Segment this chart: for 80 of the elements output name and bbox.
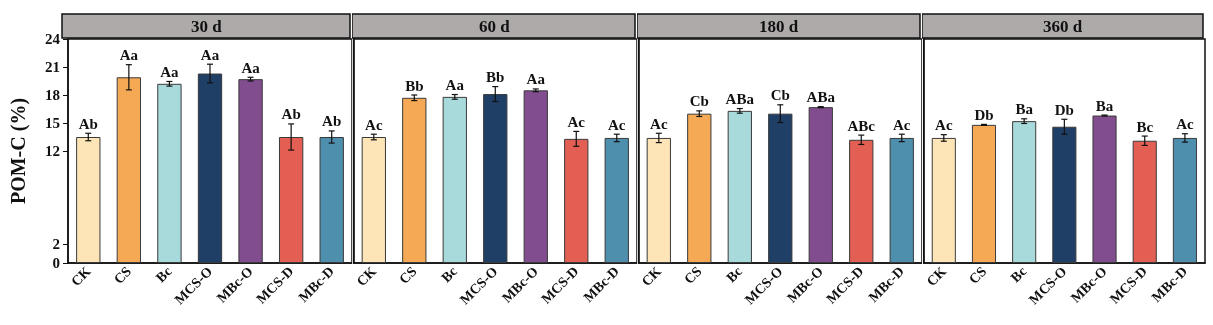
data-label: Ac <box>1176 116 1194 133</box>
data-label: Aa <box>241 59 261 76</box>
data-label: Ac <box>935 117 953 134</box>
x-tick-label: Bc <box>1007 263 1030 286</box>
data-label: Bb <box>405 77 424 94</box>
chart-title: 360 d <box>1043 16 1083 36</box>
bar <box>402 97 427 263</box>
chart-title: 180 d <box>759 16 799 36</box>
data-label: Ba <box>1095 97 1114 114</box>
data-label: Ac <box>365 116 383 133</box>
bar <box>604 137 629 263</box>
data-label: Ac <box>893 116 911 133</box>
data-label: Db <box>1054 101 1074 118</box>
bar <box>278 137 304 263</box>
bar <box>646 137 671 263</box>
x-tick-label: Bc <box>153 263 175 286</box>
x-tick-label: CS <box>966 263 990 287</box>
bar <box>319 137 344 263</box>
bar <box>361 137 386 263</box>
bar <box>442 96 467 263</box>
bar <box>1172 137 1197 263</box>
chart-title: 60 d <box>479 16 511 36</box>
bar <box>727 110 752 263</box>
bar <box>523 90 548 263</box>
chart-title: 30 d <box>191 16 223 36</box>
bar <box>768 113 793 263</box>
bar <box>157 83 182 263</box>
data-label: Ac <box>567 113 586 130</box>
bar <box>1132 140 1157 263</box>
y-tick-label: 12 <box>45 143 60 159</box>
data-label: Ac <box>650 115 668 132</box>
x-tick-label: Bc <box>723 263 746 286</box>
data-label: Ab <box>322 113 342 130</box>
x-tick-label: CK <box>68 263 94 290</box>
bar <box>808 107 833 263</box>
bar <box>931 137 956 263</box>
data-label: Ab <box>281 106 301 123</box>
x-tick-label: CS <box>681 263 705 287</box>
bar <box>1052 126 1077 263</box>
x-tick-label: CK <box>353 263 380 290</box>
x-tick-label: CK <box>638 263 665 290</box>
x-tick-label: Bc <box>438 263 461 286</box>
data-label: ABa <box>806 89 836 106</box>
data-label: Aa <box>526 71 546 88</box>
y-tick-label: 0 <box>52 255 60 271</box>
y-tick-label: 18 <box>45 87 60 103</box>
bar <box>849 139 874 263</box>
bar <box>76 137 101 263</box>
bar <box>483 94 508 263</box>
x-tick-label: CK <box>923 263 950 290</box>
bar <box>1012 121 1037 263</box>
bar <box>1092 115 1117 263</box>
bar <box>564 138 589 263</box>
data-label: Aa <box>119 47 139 64</box>
bar <box>116 77 142 263</box>
data-label: Db <box>974 106 994 123</box>
bar <box>971 124 997 263</box>
bar <box>197 73 223 263</box>
data-label: ABa <box>725 91 755 108</box>
bar <box>889 137 914 263</box>
data-label: Aa <box>160 63 180 80</box>
data-label: Ac <box>608 116 626 133</box>
data-label: Aa <box>200 46 220 63</box>
y-axis-title: POM-C (%) <box>7 97 30 205</box>
data-label: Aa <box>445 77 465 94</box>
bar <box>687 113 712 263</box>
y-tick-label: 21 <box>45 59 60 75</box>
data-label: Cb <box>689 93 709 110</box>
data-label: Ab <box>78 115 98 132</box>
x-tick-label: CS <box>396 263 420 287</box>
data-label: Cb <box>770 87 790 104</box>
data-label: Ba <box>1015 101 1034 118</box>
y-tick-label: 2 <box>52 236 60 253</box>
data-label: ABc <box>847 117 876 134</box>
y-tick-label: 15 <box>45 115 60 131</box>
x-tick-label: CS <box>110 263 135 287</box>
data-label: Bb <box>486 69 505 86</box>
data-label: Bc <box>1136 118 1154 135</box>
bar <box>238 79 263 263</box>
y-tick-label: 24 <box>45 31 61 47</box>
